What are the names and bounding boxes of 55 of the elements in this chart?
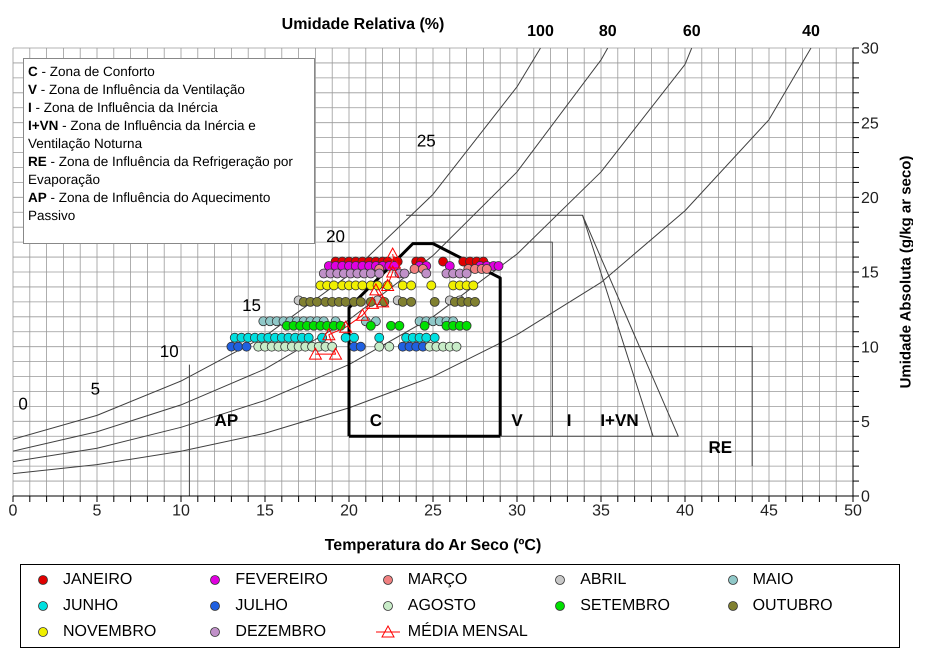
series-label: 100 xyxy=(527,23,554,40)
legend-label: DEZEMBRO xyxy=(235,623,326,641)
annotation: 20 xyxy=(326,227,346,246)
legend-label: MÉDIA MENSAL xyxy=(408,623,528,641)
x-tick-label: 45 xyxy=(760,502,778,520)
x-tick-label: 10 xyxy=(172,502,190,520)
annotation: AP - Zona de Influência do Aquecimento Passivo xyxy=(28,189,272,225)
x-tick-label: 25 xyxy=(424,502,442,520)
annotation: I+VN - Zona de Influência da Inércia e Ventilação Noturna xyxy=(28,117,257,153)
legend-label: AGOSTO xyxy=(408,597,476,615)
x-tick-label: 5 xyxy=(92,502,102,520)
annotation: AP xyxy=(214,410,238,430)
x-tick-label: 0 xyxy=(8,502,18,520)
annotation: V - Zona de Influência da Ventilação xyxy=(28,81,246,99)
chart-title: Umidade Relativa (%) xyxy=(282,16,444,34)
legend-label: MARÇO xyxy=(408,571,468,589)
x-tick-label: 50 xyxy=(844,502,862,520)
legend-label: ABRIL xyxy=(580,571,626,589)
annotation: I+VN xyxy=(600,410,639,430)
x-tick-label: 35 xyxy=(592,502,610,520)
legend-label: OUTUBRO xyxy=(752,597,833,615)
x-tick-label: 15 xyxy=(256,502,274,520)
annotation: C - Zona de Conforto xyxy=(28,63,156,81)
legend-label: JULHO xyxy=(235,597,288,615)
annotation: RE - Zona de Influência da Refrigeração por Evaporação xyxy=(28,153,294,189)
annotation: 0 xyxy=(18,394,28,414)
y-tick-label: 10 xyxy=(861,339,879,356)
y-tick-label: 20 xyxy=(861,190,879,208)
series-label: 80 xyxy=(598,23,617,40)
annotation: I xyxy=(566,410,572,430)
y-tick-label: 5 xyxy=(861,414,870,432)
legend-label: JUNHO xyxy=(63,597,118,615)
y-tick-label: 0 xyxy=(861,488,870,506)
annotation: 5 xyxy=(90,380,100,399)
series-label: 40 xyxy=(802,23,820,40)
legend-label: FEVEREIRO xyxy=(235,571,328,589)
annotation: 25 xyxy=(416,132,436,151)
y-tick-label: 15 xyxy=(861,264,879,282)
annotation: V xyxy=(511,410,524,430)
x-tick-label: 40 xyxy=(676,502,694,520)
annotation: RE xyxy=(708,438,732,457)
x-tick-label: 20 xyxy=(340,502,358,520)
annotation: I - Zona de Influência da Inércia xyxy=(28,99,219,117)
annotation: 10 xyxy=(160,342,179,362)
legend-label: SETEMBRO xyxy=(580,597,670,615)
legend-label: MAIO xyxy=(752,571,794,589)
x-tick-label: 30 xyxy=(508,502,526,520)
annotation: C xyxy=(370,410,382,430)
y-tick-label: 30 xyxy=(861,40,879,58)
legend-label: NOVEMBRO xyxy=(63,623,156,641)
legend-label: JANEIRO xyxy=(63,571,132,589)
annotation: 15 xyxy=(242,296,262,315)
y-tick-label: 25 xyxy=(861,115,879,132)
x-axis-title: Temperatura do Ar Seco (ºC) xyxy=(324,537,542,554)
series-label: 60 xyxy=(682,23,701,40)
